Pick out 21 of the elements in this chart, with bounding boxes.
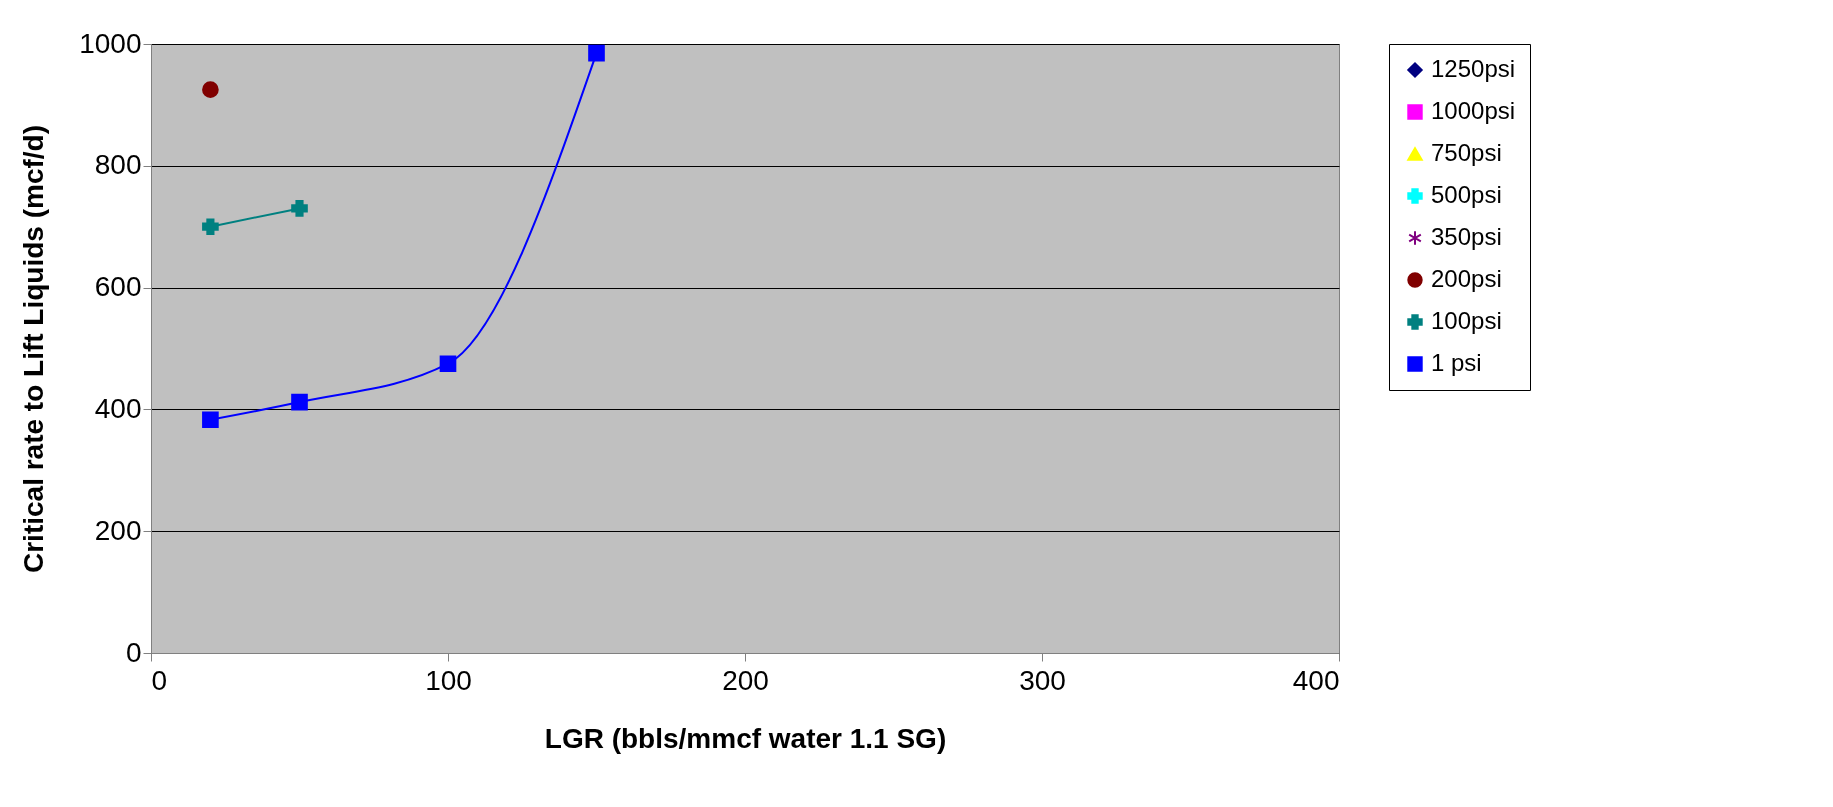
legend-label: 1 psi: [1431, 349, 1482, 376]
y-tick-label: 600: [94, 271, 142, 303]
legend-label: 100psi: [1431, 307, 1502, 334]
legend-label: 200psi: [1431, 265, 1502, 292]
y-axis-title: Critical rate to Lift Liquids (mcf/d): [18, 124, 50, 574]
x-tick-label: 300: [1019, 664, 1066, 696]
legend-label: 350psi: [1431, 223, 1502, 250]
legend-label: 1000psi: [1431, 97, 1516, 124]
legend-label: 500psi: [1431, 181, 1502, 208]
y-tick-label: 400: [94, 392, 142, 424]
y-tick-label: 800: [94, 149, 142, 181]
legend-label: 750psi: [1431, 139, 1502, 166]
y-tick-label: 1000: [79, 27, 142, 59]
y-tick-label: 0: [125, 636, 142, 668]
x-tick-label: 400: [1292, 664, 1340, 696]
x-axis-title: LGR (bbls/mmcf water 1.1 SG): [544, 722, 947, 754]
x-tick-label: 100: [425, 664, 472, 696]
y-tick-label: 200: [94, 514, 142, 546]
x-tick-label: 200: [722, 664, 769, 696]
x-tick-label: 0: [151, 664, 168, 696]
legend-label: 1250psi: [1431, 55, 1516, 82]
